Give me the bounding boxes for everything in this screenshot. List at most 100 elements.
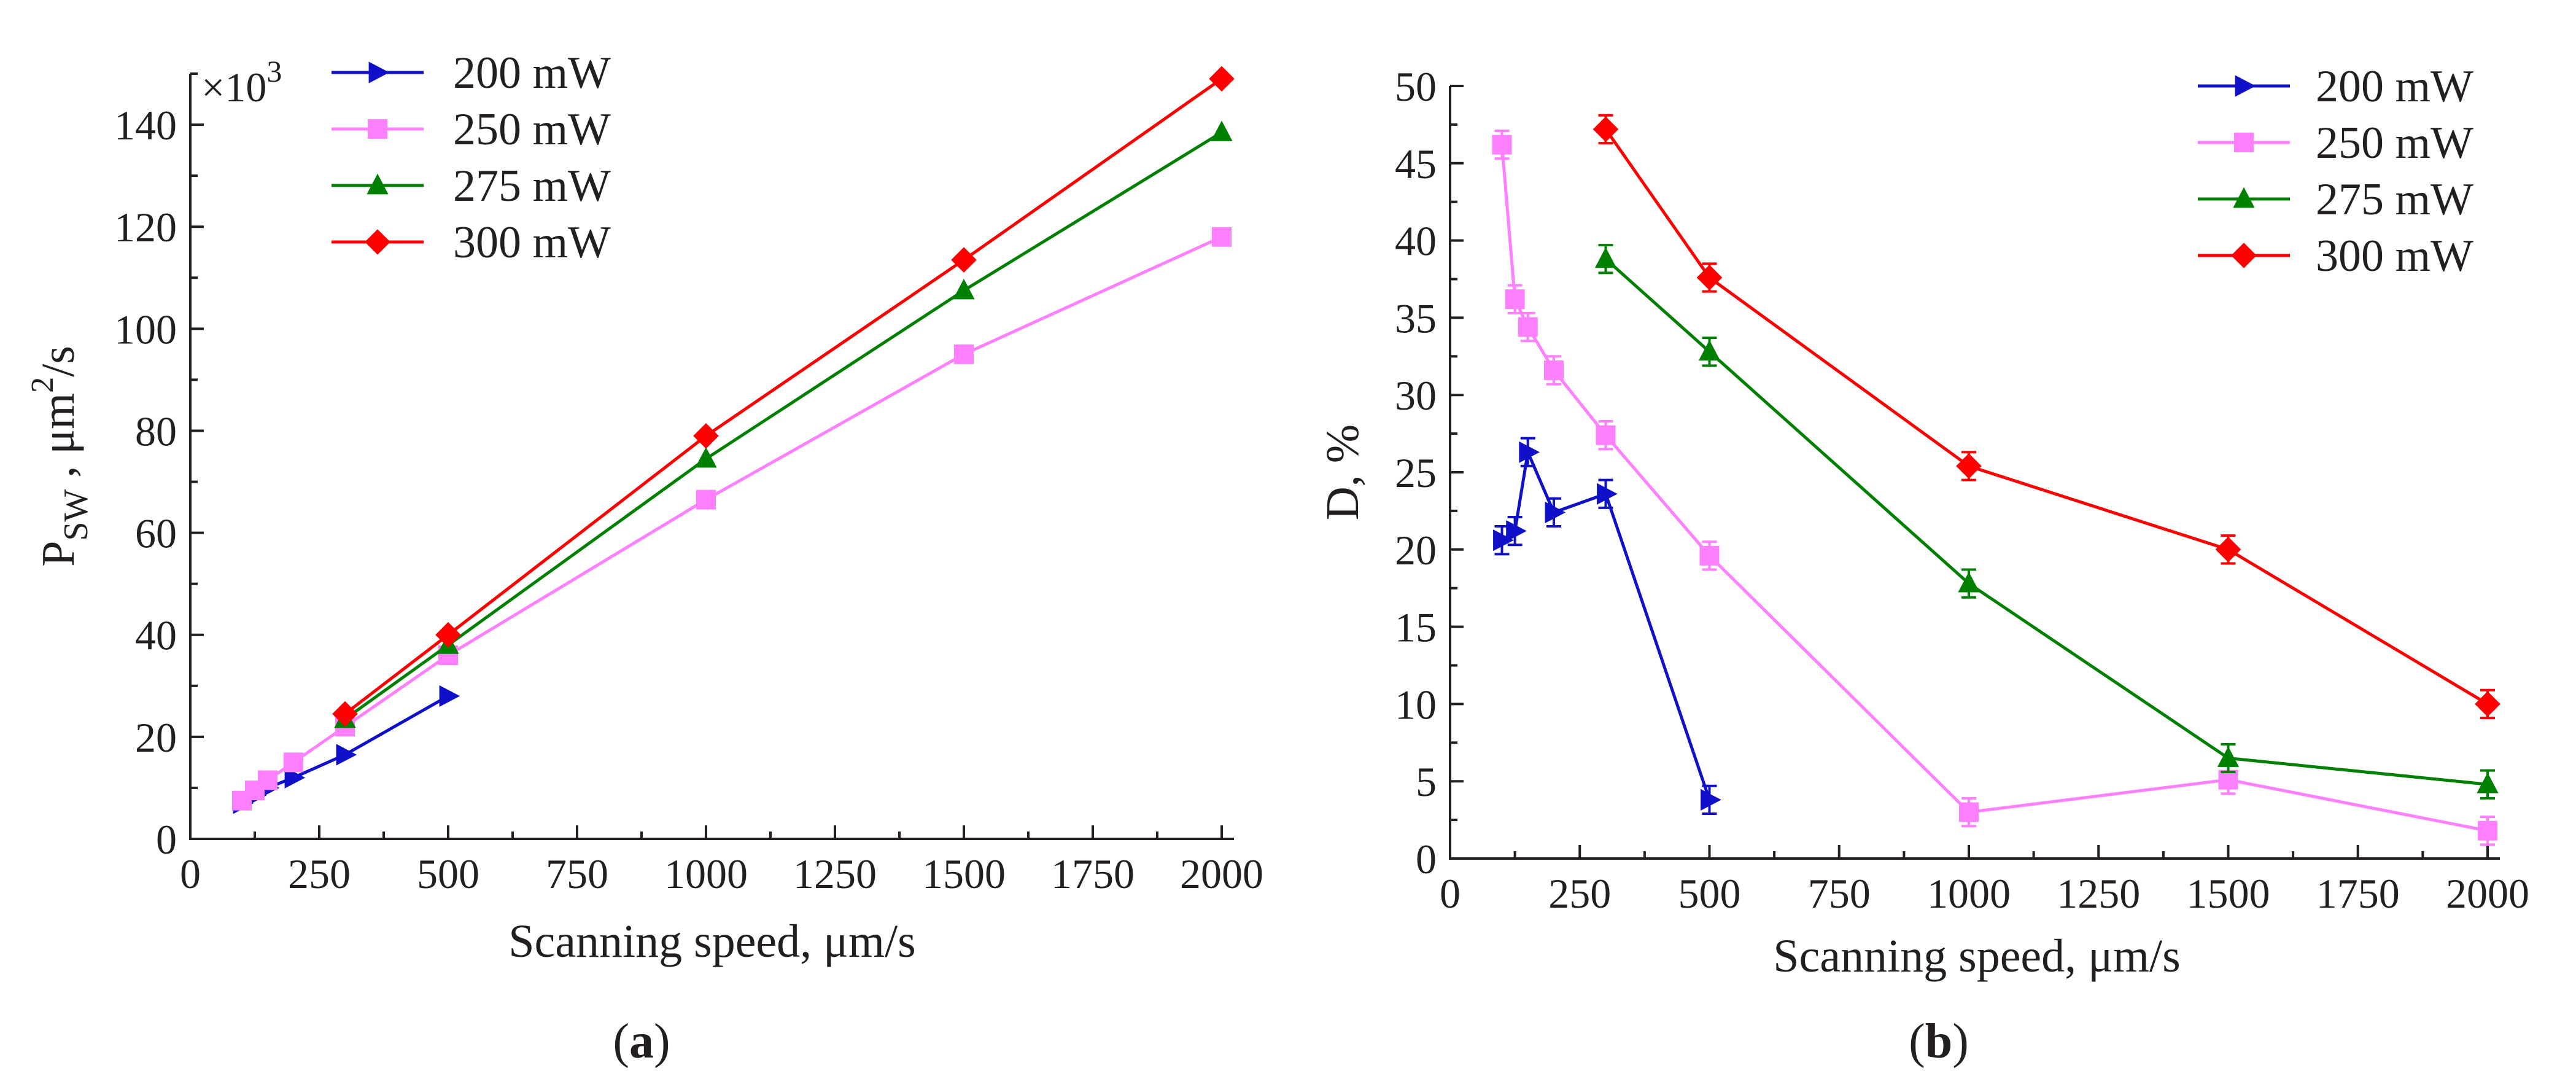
legend-label: 275 mW	[2316, 174, 2473, 225]
x-tick-label: 0	[180, 851, 201, 897]
series-275-mw	[334, 120, 1233, 728]
data-point	[2477, 773, 2499, 793]
y-tick-label: 140	[114, 102, 177, 149]
data-point	[2475, 691, 2500, 717]
y-tick-label: 5	[1416, 758, 1437, 805]
data-point	[1209, 66, 1235, 92]
series-200-mw	[1493, 437, 1721, 816]
y-tick-label: 120	[114, 204, 177, 251]
x-tick-label: 1500	[922, 851, 1006, 897]
data-point	[693, 423, 719, 449]
legend-label: 250 mW	[2316, 118, 2473, 168]
data-point	[435, 621, 461, 648]
legend-b: 200 mW 250 mW 275 mW 300 mW	[2198, 61, 2473, 281]
legend-item: 200 mW	[2198, 61, 2473, 112]
legend-item: 300 mW	[332, 217, 611, 268]
y-tick-label: 100	[114, 306, 177, 353]
series-line	[1604, 257, 2488, 786]
legend-item: 300 mW	[2198, 231, 2473, 281]
y-tick-label: 35	[1395, 295, 1437, 341]
y-tick-label: 40	[135, 612, 177, 659]
legend-item: 275 mW	[332, 161, 611, 211]
data-point	[1593, 116, 1619, 142]
y-tick-label: 50	[1395, 63, 1437, 110]
data-point	[1518, 317, 1538, 337]
legend-item: 275 mW	[2198, 174, 2473, 225]
series-line	[241, 235, 1223, 802]
legend-label: 300 mW	[453, 217, 611, 268]
x-tick-label: 1750	[2316, 870, 2400, 917]
series-300-mw	[1593, 114, 2500, 720]
x-tick-label: 750	[1808, 870, 1871, 917]
data-point	[2217, 746, 2240, 767]
data-point	[954, 344, 974, 364]
legend-label: 200 mW	[2316, 61, 2473, 112]
y-tick-label: 15	[1395, 604, 1437, 651]
chart-panel-a: 0 250 500 750 1000 1250 1500 1750 2000 0 20 40 60 80 1…	[25, 48, 1263, 1069]
legend-marker	[2231, 243, 2257, 268]
y-axis-title-a: PSW , μm2/s	[25, 346, 95, 567]
data-point	[332, 701, 358, 727]
data-point	[336, 744, 357, 766]
data-point	[1698, 340, 1721, 361]
data-point	[1958, 571, 1980, 593]
panel-label-a: (a)	[613, 1015, 670, 1069]
data-point	[1956, 453, 1982, 479]
data-point	[1959, 802, 1979, 822]
y-axis-title-b: D, %	[1317, 424, 1368, 520]
data-point	[1596, 425, 1616, 445]
legend-label: 275 mW	[453, 161, 611, 211]
y-tick-label: 20	[135, 714, 177, 761]
y-multiplier-a: ×103	[201, 54, 282, 111]
data-point	[1505, 289, 1525, 310]
y-tick-label: 25	[1395, 450, 1437, 496]
legend-label: 200 mW	[453, 48, 611, 98]
data-point	[953, 278, 975, 300]
data-point	[258, 770, 277, 790]
data-point	[1699, 545, 1720, 566]
panel-label-b: (b)	[1909, 1015, 1969, 1069]
data-point	[1506, 520, 1527, 542]
legend-marker	[2233, 187, 2255, 208]
data-point	[1701, 789, 1721, 811]
y-tick-label: 80	[135, 408, 177, 454]
y-tick-label: 20	[1395, 527, 1437, 574]
data-point	[2478, 820, 2497, 841]
data-point	[1544, 360, 1564, 380]
data-point	[1545, 501, 1566, 524]
y-tick-label: 45	[1395, 141, 1437, 187]
data-point	[284, 766, 306, 789]
chart-panel-b: 0 250 500 750 1000 1250 1500 1750 2000 0 5 10 15 20 25…	[1317, 61, 2529, 1069]
y-tick-label: 30	[1395, 372, 1437, 419]
series-275-mw	[1594, 244, 2499, 800]
legend-item: 200 mW	[332, 48, 611, 98]
x-tick-label: 1750	[1051, 851, 1135, 897]
y-tick-label: 0	[156, 816, 177, 863]
y-tick-label: 60	[135, 510, 177, 557]
x-tick-label: 2000	[2446, 870, 2529, 917]
legend-marker	[367, 173, 389, 195]
x-tick-label: 250	[288, 851, 351, 897]
legend-label: 250 mW	[453, 104, 611, 155]
x-tick-label: 0	[1440, 870, 1461, 917]
data-point	[951, 247, 977, 273]
y-tick-label: 10	[1395, 681, 1437, 728]
legend-marker	[368, 61, 390, 84]
data-point	[284, 752, 303, 773]
data-point	[1493, 529, 1514, 551]
legend-marker	[2234, 133, 2254, 152]
data-point	[695, 446, 717, 468]
x-tick-label: 750	[546, 851, 608, 897]
x-tick-label: 1250	[2057, 870, 2140, 917]
series-300-mw	[332, 66, 1235, 727]
x-tick-label: 2000	[1180, 851, 1263, 897]
x-tick-label: 500	[1678, 870, 1741, 917]
data-point	[1492, 134, 1512, 155]
x-tick-label: 250	[1548, 870, 1611, 917]
data-point	[1594, 247, 1617, 268]
y-tick-label: 40	[1395, 218, 1437, 265]
data-point	[696, 489, 716, 510]
x-tick-label: 1000	[1927, 870, 2011, 917]
data-point	[439, 685, 460, 707]
